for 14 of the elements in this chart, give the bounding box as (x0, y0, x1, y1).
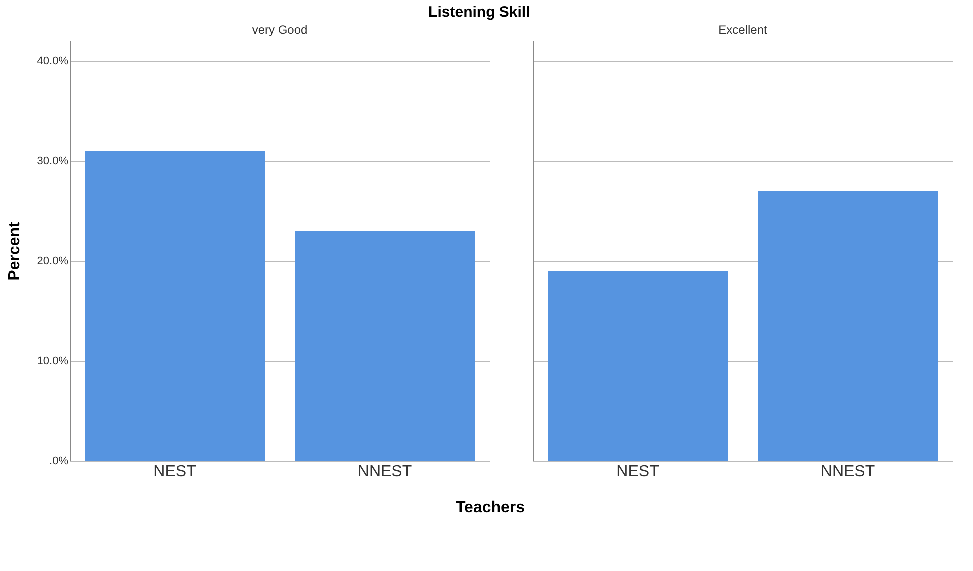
chart-subtitle: very Good (252, 23, 308, 37)
chart-title: Listening Skill (428, 4, 530, 21)
y-tick-label: 10.0% (37, 356, 69, 368)
x-tick-label: NNEST (358, 464, 412, 480)
y-tick-label: .0% (50, 456, 69, 468)
x-tick-label: NEST (616, 464, 660, 480)
y-tick-label: 20.0% (37, 256, 69, 268)
y-axis-title: Percent (6, 221, 24, 281)
chart-subtitle: Excellent (718, 23, 768, 37)
x-axis-title: Teachers (456, 500, 526, 516)
y-tick-label: 30.0% (37, 156, 69, 168)
y-tick-label: 40.0% (37, 56, 69, 68)
x-tick-label: NNEST (820, 464, 876, 480)
x-tick-label: NEST (154, 464, 197, 480)
